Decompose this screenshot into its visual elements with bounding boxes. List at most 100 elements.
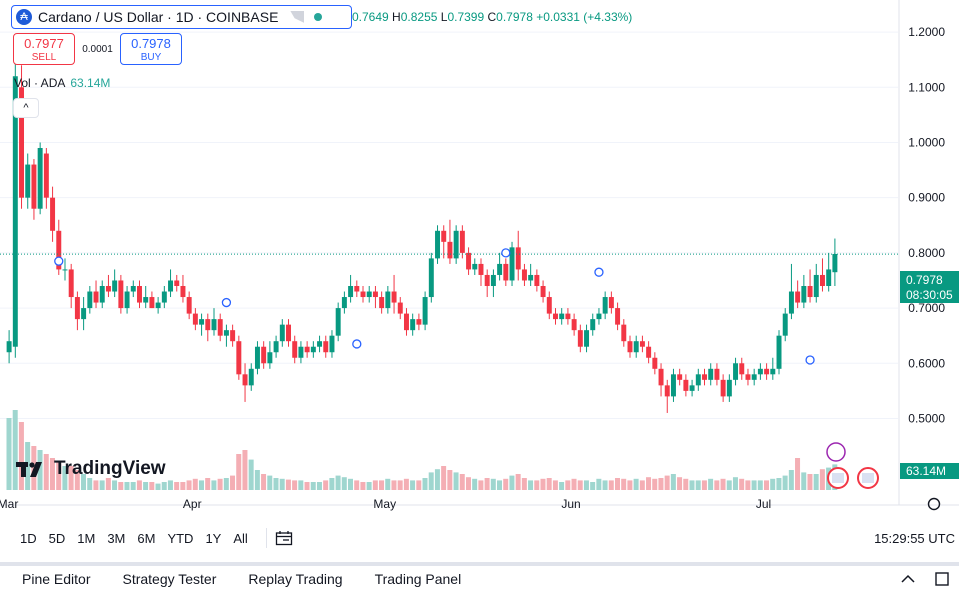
last-price-badge: 0.7978 08:30:05 xyxy=(900,271,959,303)
chart-area[interactable]: 1.2000 1.1000 1.0000 0.9000 0.8000 0.7000 0.60… xyxy=(0,0,959,520)
candle-body xyxy=(695,374,701,386)
volume-bar xyxy=(279,478,285,490)
collapse-legend-button[interactable]: ^ xyxy=(13,98,39,118)
maximize-icon[interactable] xyxy=(933,570,951,588)
clock-timezone[interactable]: 15:29:55 UTC xyxy=(874,531,955,546)
tab-pine-editor[interactable]: Pine Editor xyxy=(22,571,91,587)
chevron-up-icon[interactable] xyxy=(899,570,917,588)
timeframe-1y[interactable]: 1Y xyxy=(205,530,222,546)
volume-bar xyxy=(155,483,161,490)
candle-body xyxy=(677,374,683,380)
candle-body xyxy=(553,313,558,320)
volume-bar xyxy=(379,480,385,490)
last-price: 0.7978 xyxy=(906,273,943,287)
volume-bar xyxy=(782,475,788,490)
timeframe-3m[interactable]: 3M xyxy=(107,530,126,546)
buy-button[interactable]: 0.7978 BUY xyxy=(120,33,182,65)
sell-price: 0.7977 xyxy=(24,35,64,51)
volume-bar xyxy=(43,454,49,490)
event-marker-icon[interactable] xyxy=(221,297,232,308)
candle-body xyxy=(447,241,453,259)
timeframe-ytd[interactable]: YTD xyxy=(167,530,194,546)
candle-body xyxy=(478,263,484,275)
volume-bar xyxy=(391,480,397,490)
candle-body xyxy=(515,247,521,270)
candle-body xyxy=(770,368,776,375)
volume-bar xyxy=(74,470,80,490)
volume-bar xyxy=(403,478,409,490)
x-tick-label: Jul xyxy=(756,497,771,511)
volume-bar xyxy=(230,475,236,490)
divider xyxy=(265,528,267,548)
volume-bar xyxy=(596,478,602,490)
candle-body xyxy=(472,263,478,270)
event-marker-icon[interactable] xyxy=(352,339,362,349)
volume-bar xyxy=(540,478,546,490)
volume-bar xyxy=(546,478,552,490)
volume-bar xyxy=(261,474,267,490)
volume-bar xyxy=(236,454,242,490)
candle-body xyxy=(93,291,99,303)
candle-body xyxy=(627,341,633,353)
volume-bar xyxy=(552,480,558,490)
volume-bar xyxy=(304,482,310,490)
volume-bar xyxy=(646,477,652,490)
candle-body xyxy=(391,291,397,303)
timeframe-1d[interactable]: 1D xyxy=(20,530,37,546)
candle-body xyxy=(192,313,198,325)
volume-bar xyxy=(664,475,670,490)
tab-strategy-tester[interactable]: Strategy Tester xyxy=(122,571,217,587)
candle-body xyxy=(372,291,378,298)
volume-bar xyxy=(112,480,118,490)
volume-bar xyxy=(49,458,55,490)
sell-button[interactable]: 0.7977 SELL xyxy=(13,33,75,65)
candle-body xyxy=(74,297,80,320)
y-tick-label: 1.0000 xyxy=(908,135,945,149)
candle-body xyxy=(341,297,347,309)
event-marker-icon[interactable] xyxy=(594,267,604,277)
flag-icon[interactable] xyxy=(290,11,305,23)
candle-body xyxy=(702,374,707,380)
calendar-icon[interactable] xyxy=(275,530,293,546)
symbol-info-box[interactable]: ₳ Cardano / US Dollar · 1D · COINBASE xyxy=(11,5,352,29)
volume-bar xyxy=(726,480,732,490)
tab-replay-trading[interactable]: Replay Trading xyxy=(248,571,343,587)
timeframe-all[interactable]: All xyxy=(233,530,248,546)
lightning-event-icon[interactable] xyxy=(826,442,846,462)
volume-bar xyxy=(819,469,825,490)
us-flag-fill-icon xyxy=(862,473,874,483)
candle-body xyxy=(217,319,223,336)
tab-trading-panel[interactable]: Trading Panel xyxy=(374,571,462,587)
bottom-panel-tabs: Pine Editor Strategy Tester Replay Tradi… xyxy=(0,562,959,592)
settings-gear-icon[interactable] xyxy=(927,497,941,511)
candle-body xyxy=(428,258,434,298)
volume-bar xyxy=(459,474,465,490)
timeframe-6m[interactable]: 6M xyxy=(137,530,156,546)
candle-body xyxy=(112,280,118,292)
candle-body xyxy=(826,269,832,286)
event-marker-icon[interactable] xyxy=(501,248,511,258)
volume-bar xyxy=(788,470,794,490)
tradingview-logo[interactable]: TradingView xyxy=(16,458,166,480)
volume-bar xyxy=(174,482,180,490)
symbol-title[interactable]: Cardano / US Dollar · 1D · COINBASE xyxy=(38,9,279,25)
volume-bar xyxy=(670,474,676,490)
candle-body xyxy=(124,291,130,309)
y-tick-label: 0.7000 xyxy=(908,301,945,315)
volume-bar xyxy=(633,478,639,490)
timeframe-1m[interactable]: 1M xyxy=(77,530,96,546)
event-marker-icon[interactable] xyxy=(54,256,64,266)
volume-legend[interactable]: Vol · ADA 63.14M xyxy=(14,76,110,90)
timeframe-5d[interactable]: 5D xyxy=(48,530,66,546)
candle-body xyxy=(68,269,74,298)
volume-bar xyxy=(347,478,354,490)
candle-body xyxy=(6,341,12,353)
event-marker-icon[interactable] xyxy=(805,355,815,365)
volume-label: Vol · ADA xyxy=(14,76,66,90)
candle-body xyxy=(230,330,236,342)
volume-bar xyxy=(478,480,484,490)
candle-body xyxy=(801,286,807,303)
volume-bar xyxy=(503,478,509,490)
candle-body xyxy=(764,368,770,375)
price-chart[interactable]: 1.2000 1.1000 1.0000 0.9000 0.8000 0.7000 0.60… xyxy=(0,0,959,520)
